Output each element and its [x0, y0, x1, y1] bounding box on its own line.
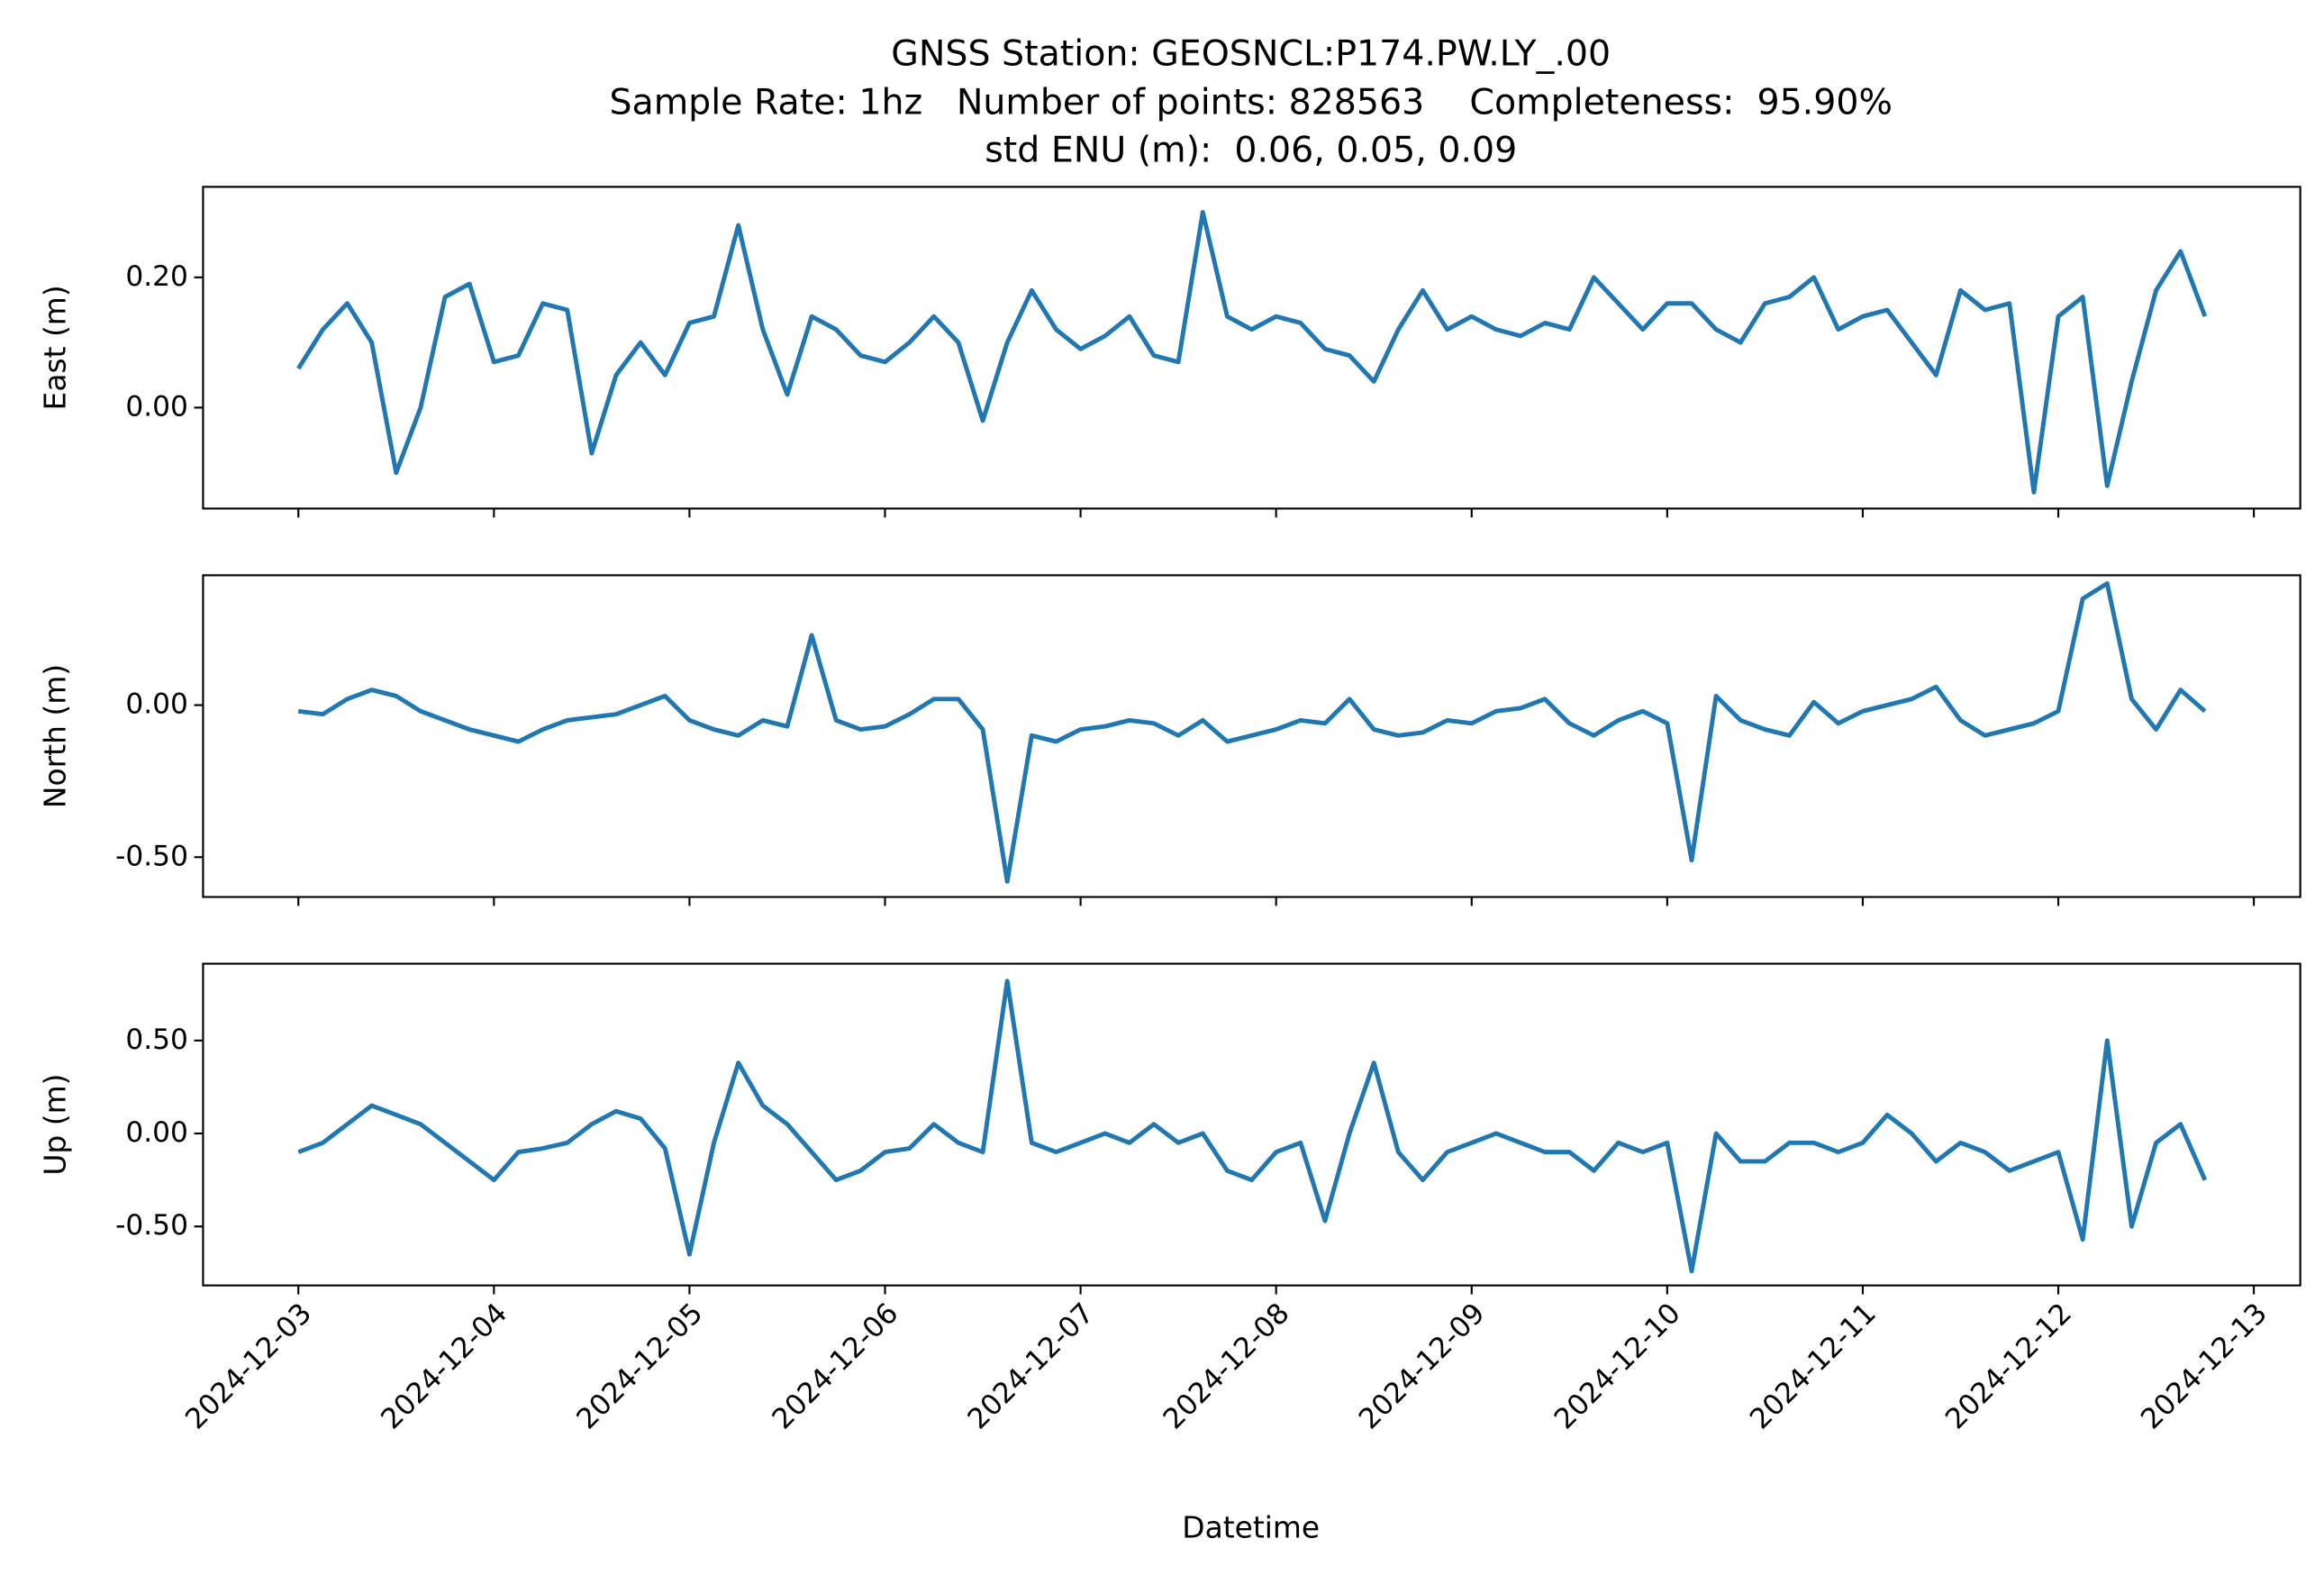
chart-title: GNSS Station: GEOSNCL:P174.PW.LY_.00: [891, 32, 1611, 74]
chart-subtitle: std ENU (m): 0.06, 0.05, 0.09: [985, 129, 1517, 170]
y-tick-label: 0.50: [125, 1024, 188, 1056]
y-tick-label: -0.50: [115, 840, 188, 872]
data-line: [296, 210, 2208, 495]
axes-frame: [202, 186, 2301, 510]
chart-subtitle: Sample Rate: 1hz Number of points: 82856…: [609, 82, 1892, 123]
y-tick-label: 0.00: [125, 688, 188, 721]
y-tick-label: 0.00: [125, 390, 188, 423]
y-tick-label: 0.20: [125, 260, 188, 293]
axes-frame: [202, 962, 2301, 1287]
x-tick-label: 2024-12-13: [2135, 1297, 2274, 1436]
x-tick-label: 2024-12-04: [375, 1297, 513, 1436]
y-axis-label: East (m): [37, 285, 72, 410]
x-tick-label: 2024-12-03: [179, 1297, 318, 1436]
x-tick-label: 2024-12-08: [1157, 1297, 1296, 1436]
x-tick-label: 2024-12-11: [1744, 1297, 1883, 1436]
x-tick-label: 2024-12-05: [570, 1297, 709, 1436]
data-line: [297, 979, 2208, 1274]
data-line: [297, 581, 2207, 884]
axes-frame: [202, 574, 2301, 898]
x-tick-label: 2024-12-06: [767, 1297, 905, 1436]
y-tick-label: 0.00: [125, 1116, 188, 1149]
y-axis-label: Up (m): [37, 1074, 72, 1176]
y-tick-label: -0.50: [115, 1209, 188, 1242]
x-axis-label: Datetime: [1182, 1509, 1320, 1544]
x-tick-label: 2024-12-10: [1548, 1297, 1687, 1436]
x-tick-label: 2024-12-12: [1939, 1297, 2078, 1436]
y-axis-label: North (m): [37, 664, 72, 808]
x-tick-label: 2024-12-09: [1353, 1297, 1492, 1436]
x-tick-label: 2024-12-07: [962, 1297, 1101, 1436]
